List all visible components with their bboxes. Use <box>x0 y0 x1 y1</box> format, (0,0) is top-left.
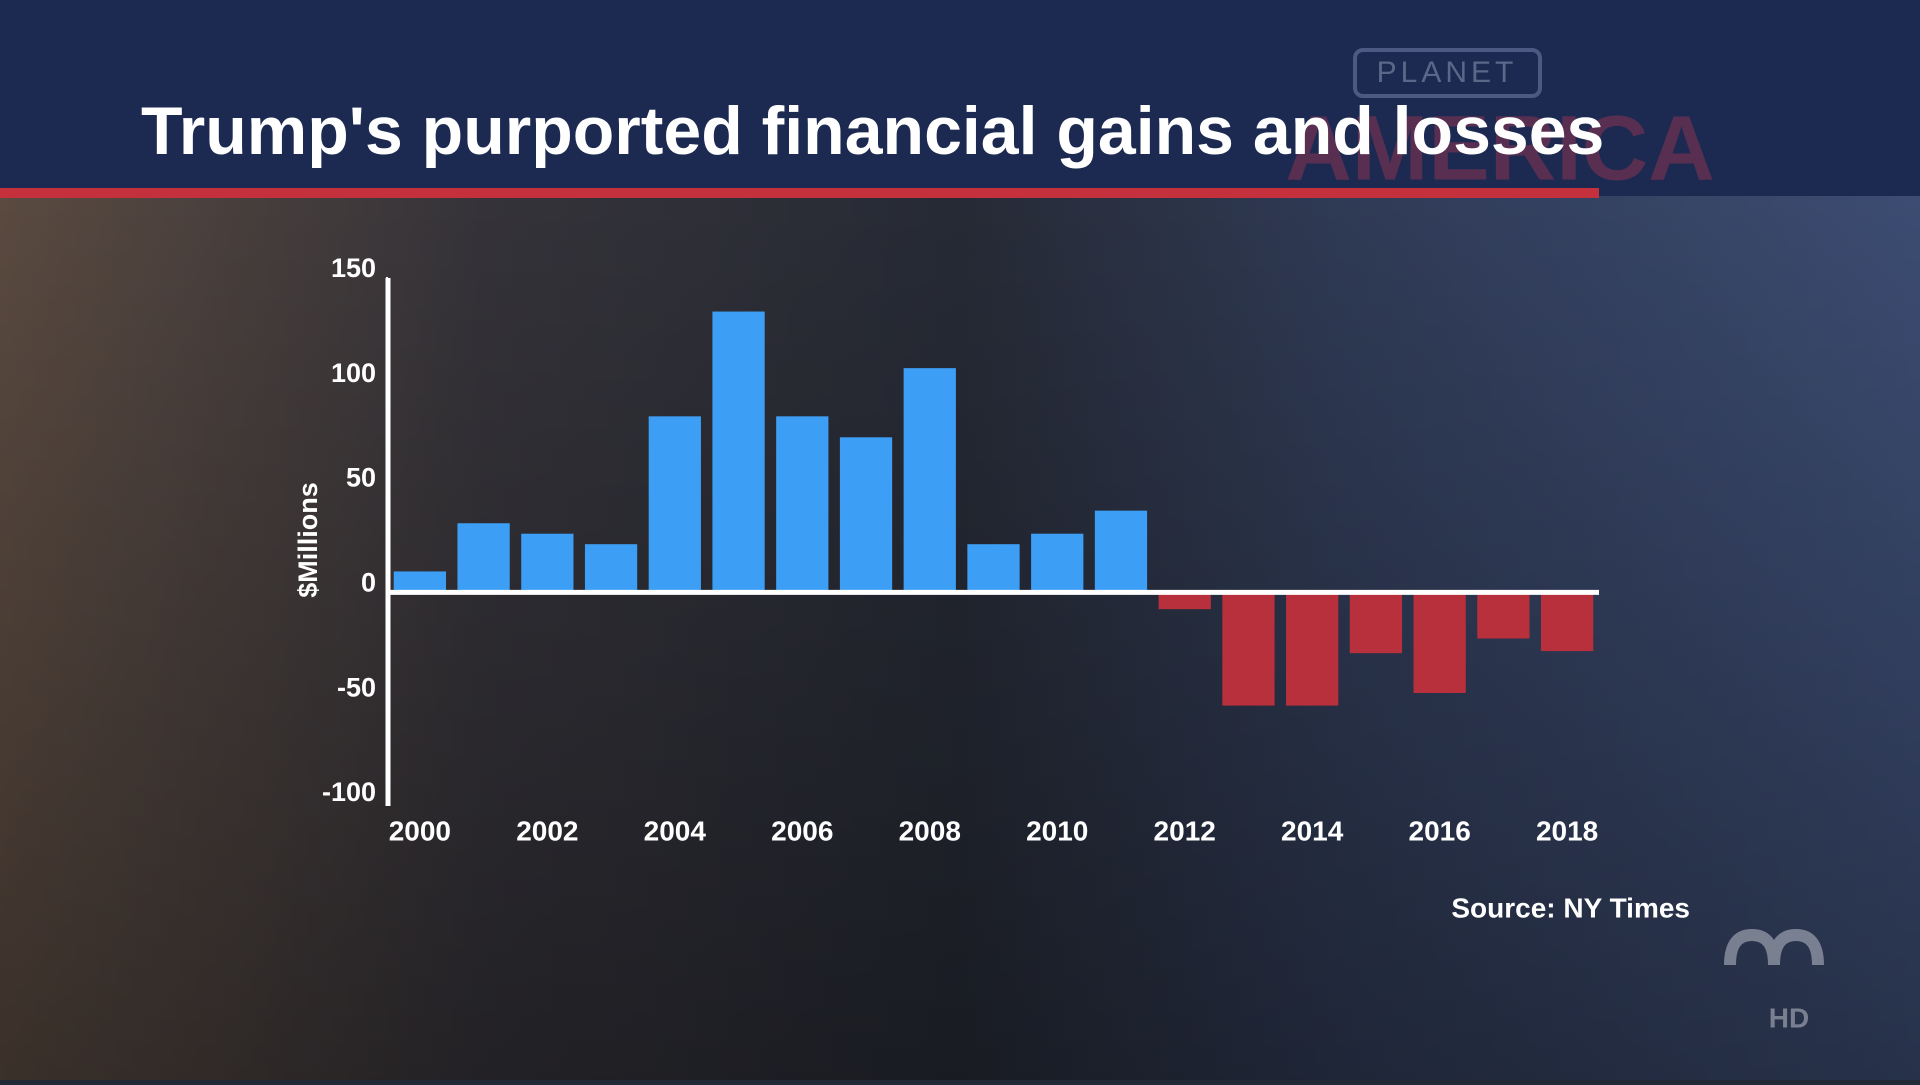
header-bar <box>0 0 1920 196</box>
channel-label: HD <box>1769 1002 1809 1033</box>
bar <box>393 571 447 593</box>
channel-mark <box>1724 928 1824 966</box>
bar <box>712 311 765 593</box>
y-axis-label: $Millions <box>293 482 323 598</box>
chart-title: Trump's purported financial gains and lo… <box>141 93 1604 169</box>
bar <box>1477 592 1530 639</box>
y-tick-label: 50 <box>346 463 376 493</box>
bar <box>839 437 893 593</box>
y-tick-label: -100 <box>322 777 376 807</box>
y-tick-label: 100 <box>331 358 376 388</box>
x-tick-label: 2006 <box>771 815 833 846</box>
y-tick-label: 150 <box>331 253 376 283</box>
y-tick-label: -50 <box>337 672 376 702</box>
bar <box>648 416 701 593</box>
x-tick-label: 2012 <box>1154 815 1216 846</box>
y-tick-label: 0 <box>361 568 376 598</box>
bar <box>521 533 574 593</box>
bar <box>457 523 510 593</box>
x-tick-label: 2002 <box>516 815 578 846</box>
bar <box>967 544 1020 593</box>
bar <box>1031 533 1084 593</box>
x-tick-label: 2000 <box>389 815 451 846</box>
bar <box>1540 592 1594 652</box>
bar <box>1286 592 1339 706</box>
bar <box>1413 592 1466 694</box>
bar <box>903 368 956 593</box>
bar <box>1094 510 1148 593</box>
channel-logo: HD <box>1724 928 1824 1033</box>
show-logo: PLANET AMERICA <box>1285 48 1715 199</box>
x-tick-label: 2010 <box>1026 815 1088 846</box>
x-tick-label: 2016 <box>1409 815 1471 846</box>
logo-subtext: AMERICA <box>1285 97 1714 199</box>
x-tick-label: 2008 <box>899 815 961 846</box>
bar <box>584 544 638 593</box>
x-tick-label: 2014 <box>1281 815 1344 846</box>
background-shade <box>0 196 1920 1080</box>
logo-text: PLANET <box>1377 56 1518 89</box>
bar <box>1158 592 1211 610</box>
source-note: Source: NY Times <box>1451 892 1690 923</box>
bar <box>776 416 829 593</box>
header-rule <box>0 188 1599 198</box>
x-tick-label: 2018 <box>1536 815 1598 846</box>
bar <box>1222 592 1275 706</box>
logo-box <box>1353 48 1542 98</box>
bar <box>1349 592 1403 654</box>
x-tick-label: 2004 <box>644 815 707 846</box>
